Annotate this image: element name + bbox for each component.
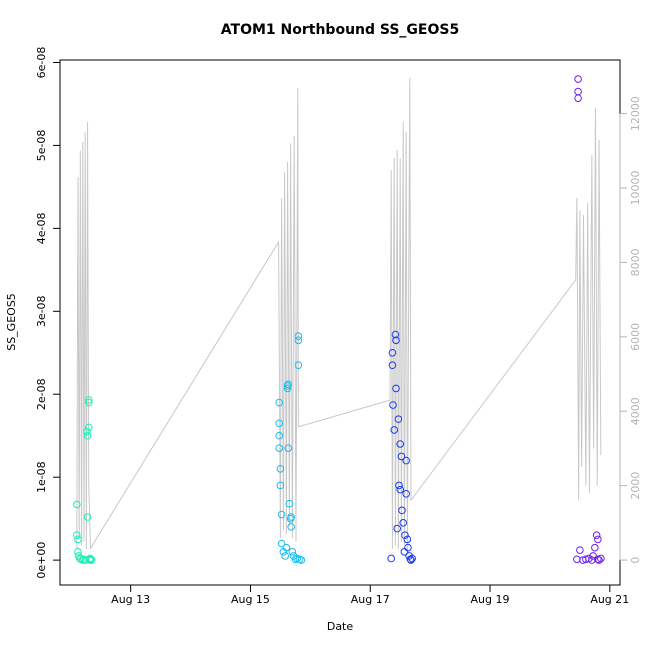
y-tick-label: 1e-08 <box>35 461 48 493</box>
y-tick-label: 2e-08 <box>35 378 48 410</box>
point <box>74 535 82 544</box>
point <box>83 513 92 521</box>
point <box>399 518 407 527</box>
point <box>283 384 292 393</box>
point <box>395 481 403 490</box>
point <box>592 531 601 540</box>
point <box>573 555 581 564</box>
x-tick-label: Aug 15 <box>231 593 270 606</box>
point <box>387 554 396 563</box>
point <box>275 419 284 428</box>
point <box>588 556 596 564</box>
y2-tick-label: 12000 <box>629 96 642 131</box>
point <box>574 94 582 102</box>
point <box>81 556 90 564</box>
point <box>595 556 603 564</box>
x-tick-label: Aug 17 <box>351 593 390 606</box>
point <box>591 543 599 552</box>
point <box>574 87 582 96</box>
point <box>84 396 93 404</box>
y-tick-label: 5e-08 <box>35 130 48 162</box>
point <box>72 531 81 540</box>
line-series <box>76 77 602 550</box>
point <box>72 500 81 509</box>
point <box>284 380 292 389</box>
point <box>397 452 406 461</box>
y-axis-label: SS_GEOS5 <box>5 293 18 351</box>
point <box>388 348 397 357</box>
point <box>297 556 306 564</box>
point <box>594 535 602 544</box>
point <box>404 543 412 552</box>
point <box>294 332 303 340</box>
x-tick-label: Aug 21 <box>590 593 629 606</box>
x-tick-label: Aug 13 <box>111 593 150 606</box>
plot-frame <box>59 59 621 586</box>
point <box>407 556 415 564</box>
point <box>294 361 303 370</box>
point <box>282 543 291 552</box>
point <box>396 485 404 494</box>
point <box>287 523 295 531</box>
point <box>396 440 404 448</box>
point <box>83 431 92 440</box>
point <box>277 510 286 519</box>
point <box>392 384 400 393</box>
point <box>275 398 284 407</box>
point <box>277 539 286 548</box>
point <box>574 75 582 83</box>
y2-tick-label: 6000 <box>629 323 642 351</box>
point <box>285 499 294 508</box>
x-tick-label: Aug 19 <box>471 593 510 606</box>
point <box>83 427 91 436</box>
point <box>388 361 397 370</box>
y-tick-label: 0e+00 <box>35 542 48 579</box>
point <box>402 456 410 465</box>
y-tick-label: 4e-08 <box>35 212 48 244</box>
point <box>594 555 602 564</box>
x-axis-label: Date <box>327 620 354 633</box>
point <box>281 552 289 560</box>
point <box>403 535 412 544</box>
point <box>276 481 285 490</box>
point <box>87 556 96 564</box>
point <box>288 548 297 556</box>
point <box>576 546 584 554</box>
point <box>393 524 401 533</box>
point <box>284 444 292 452</box>
point <box>401 531 409 540</box>
point <box>287 513 295 521</box>
point <box>402 489 410 498</box>
point <box>597 554 605 563</box>
chart-title: ATOM1 Northbound SS_GEOS5 <box>221 22 459 38</box>
point <box>78 556 87 564</box>
point <box>84 398 93 407</box>
y2-tick-label: 10000 <box>629 170 642 205</box>
y-tick-label: 3e-08 <box>35 295 48 327</box>
point <box>392 336 400 345</box>
y2-tick-label: 0 <box>629 557 642 564</box>
point <box>389 401 397 409</box>
point <box>276 465 285 473</box>
y2-tick-label: 8000 <box>629 248 642 276</box>
point <box>398 506 406 515</box>
point <box>390 426 399 434</box>
point <box>275 444 284 452</box>
point <box>394 415 403 423</box>
point <box>86 555 95 564</box>
y2-tick-label: 4000 <box>629 397 642 425</box>
y2-tick-label: 2000 <box>629 472 642 500</box>
point <box>391 330 400 339</box>
y-tick-label: 6e-08 <box>35 47 48 79</box>
point <box>275 431 284 440</box>
point <box>84 423 93 432</box>
point <box>408 554 416 563</box>
point <box>582 555 590 564</box>
point <box>294 336 303 345</box>
